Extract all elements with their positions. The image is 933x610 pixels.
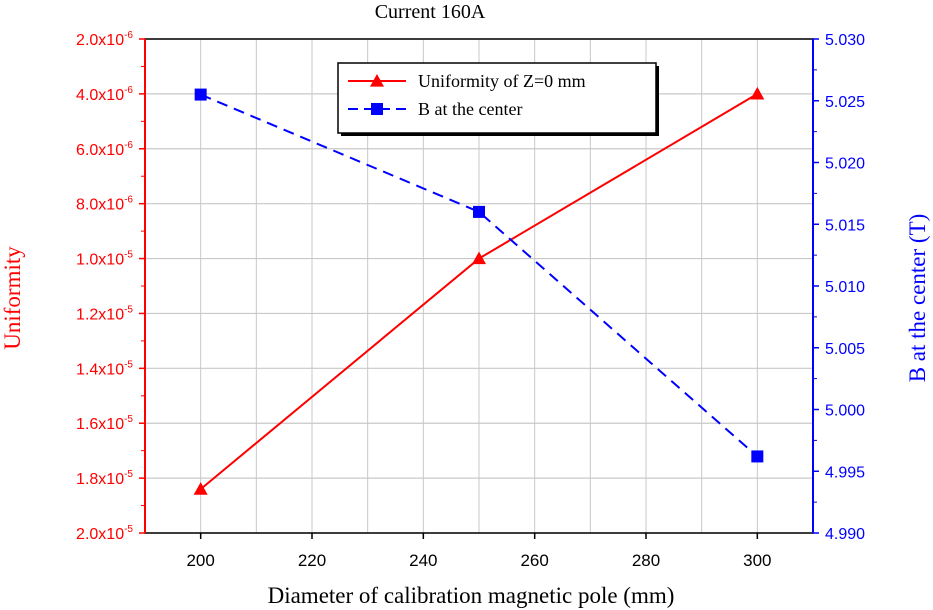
- y-right-tick-label: 5.010: [825, 279, 865, 296]
- y-left-tick-label: 1.4x10-5: [76, 359, 133, 378]
- y-right-tick-label: 5.000: [825, 403, 865, 420]
- legend-swatch-marker: [371, 103, 383, 115]
- x-tick-label: 200: [186, 551, 214, 570]
- y-left-tick-label: 2.0x10-5: [76, 524, 133, 543]
- y-left-tick-label: 1.0x10-5: [76, 250, 133, 269]
- b-center-point: [473, 205, 485, 218]
- y-left-tick-label: 1.2x10-5: [76, 304, 133, 323]
- y-right-axis-label: B at the center (T): [905, 214, 930, 383]
- y-left-tick-label: 4.0x10-6: [76, 85, 133, 104]
- legend-box: [337, 62, 657, 134]
- y-left-tick-label: 2.0x10-6: [76, 30, 133, 49]
- x-tick-label: 300: [743, 551, 771, 570]
- uniformity-point: [193, 482, 208, 495]
- b-center-series-line: [200, 93, 758, 458]
- uniformity-point: [472, 251, 486, 265]
- y-right-tick-label: 5.015: [825, 217, 865, 234]
- b-center-point: [751, 450, 764, 463]
- x-tick-label: 260: [520, 551, 548, 570]
- y-right-tick-label: 4.990: [825, 526, 865, 543]
- legend-label: Uniformity of Z=0 mm: [418, 71, 586, 91]
- axes: 200 220 240 260 280 300 2.0x10-6 4.0x10-6 6.0x10…: [76, 30, 865, 570]
- legend-label: B at the center: [418, 99, 522, 119]
- y-right-tick-label: 5.005: [825, 341, 865, 358]
- y-right-tick-label: 5.025: [825, 94, 865, 111]
- x-tick-label: 220: [298, 551, 326, 570]
- y-left-tick-label: 8.0x10-6: [76, 195, 133, 214]
- y-right-tick-label: 4.995: [825, 464, 865, 481]
- y-left-tick-label: 6.0x10-6: [76, 140, 133, 159]
- y-left-tick-label: 1.8x10-5: [76, 469, 133, 488]
- y-right-tick-label: 5.020: [825, 156, 865, 173]
- b-center-point: [194, 88, 207, 101]
- uniformity-point: [750, 86, 765, 100]
- y-left-axis-label: Uniformity: [0, 246, 25, 350]
- x-axis-label: Diameter of calibration magnetic pole (m…: [268, 583, 675, 608]
- legend: Uniformity of Z=0 mm B at the center: [337, 62, 659, 136]
- x-tick-label: 240: [409, 551, 437, 570]
- y-left-tick-label: 1.6x10-5: [76, 414, 133, 433]
- legend-swatch-marker: [370, 74, 384, 87]
- y-right-tick-label: 5.030: [825, 32, 865, 49]
- x-tick-label: 280: [632, 551, 660, 570]
- chart-title: Current 160A: [375, 1, 486, 23]
- series: [193, 86, 765, 495]
